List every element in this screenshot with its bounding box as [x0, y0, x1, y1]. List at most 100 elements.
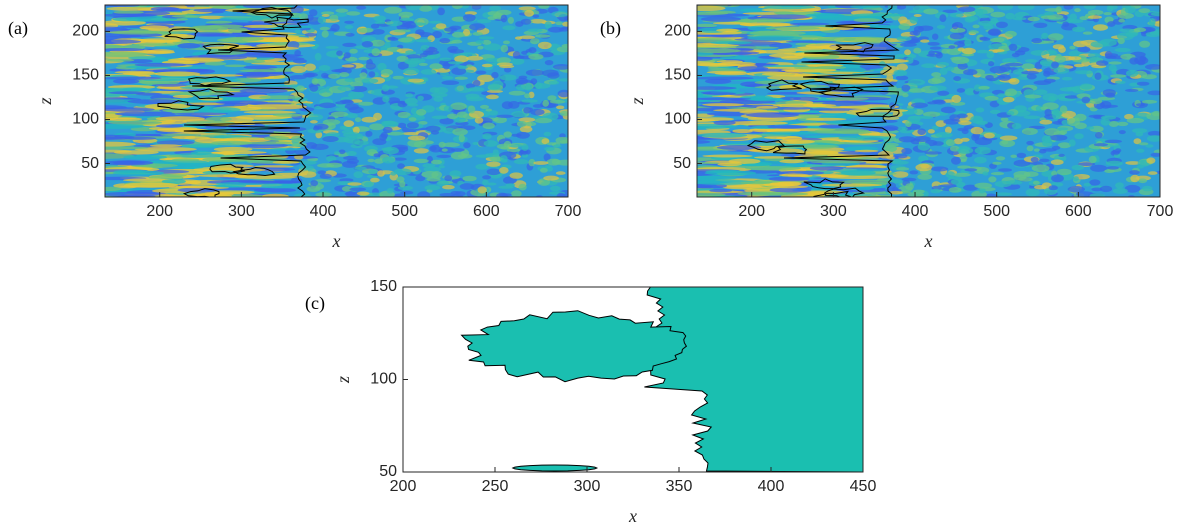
field-blob	[896, 5, 907, 10]
field-blob	[442, 142, 460, 147]
y-tick-label: 100	[664, 111, 691, 128]
field-blob	[988, 176, 997, 183]
y-tick-label: 200	[72, 23, 99, 40]
field-blob	[997, 5, 1014, 11]
field-blob	[1133, 138, 1142, 145]
field-blob	[745, 192, 809, 196]
field-blob	[469, 23, 486, 31]
field-blob	[386, 20, 403, 27]
field-blob	[322, 136, 339, 142]
field-blob	[1089, 179, 1101, 186]
field-blob	[1052, 111, 1061, 120]
field-blob	[917, 142, 931, 151]
field-blob	[901, 148, 913, 155]
field-blob	[105, 117, 143, 121]
field-blob	[839, 67, 866, 73]
field-blob	[1010, 154, 1017, 158]
field-blob	[481, 39, 492, 45]
field-blob	[508, 90, 526, 96]
field-blob	[760, 14, 811, 20]
field-blob	[435, 23, 447, 29]
field-blob	[838, 179, 892, 184]
field-blob	[147, 49, 175, 54]
field-blob	[1002, 58, 1018, 64]
field-blob	[926, 53, 940, 58]
field-blob	[293, 58, 307, 64]
field-blob	[939, 184, 957, 188]
field-blob	[402, 67, 420, 75]
x-tick-label: 200	[390, 478, 417, 495]
field-blob	[397, 122, 407, 129]
field-blob	[889, 102, 896, 109]
field-blob	[528, 158, 536, 167]
field-blob	[937, 90, 950, 96]
field-blob	[1093, 115, 1103, 120]
field-blob	[439, 117, 454, 125]
field-blob	[905, 183, 914, 191]
field-blob	[998, 168, 1012, 172]
field-blob	[555, 21, 564, 26]
field-blob	[951, 156, 961, 165]
contour-line	[835, 42, 874, 53]
field-blob	[697, 123, 738, 129]
field-blob	[1129, 170, 1140, 175]
field-blob	[1050, 159, 1064, 165]
field-blob	[1150, 11, 1160, 17]
field-blob	[361, 116, 378, 123]
field-blob	[697, 23, 718, 28]
field-blob	[351, 138, 360, 145]
field-blob	[322, 119, 341, 126]
field-blob	[454, 76, 468, 80]
field-blob	[1095, 132, 1103, 139]
field-blob	[716, 28, 739, 32]
field-blob	[310, 180, 319, 187]
field-blob	[558, 78, 568, 82]
field-blob	[949, 114, 961, 122]
field-blob	[697, 63, 741, 67]
field-blob	[259, 95, 300, 100]
field-blob	[382, 95, 390, 103]
field-blob	[1124, 113, 1134, 120]
field-blob	[321, 72, 329, 79]
field-blob	[438, 165, 445, 169]
field-blob	[114, 111, 177, 117]
field-blob	[1085, 126, 1095, 130]
field-blob	[491, 71, 499, 79]
field-blob	[702, 154, 753, 158]
field-blob	[1055, 54, 1062, 59]
field-blob	[392, 75, 405, 80]
field-blob	[697, 52, 714, 56]
field-blob	[773, 11, 795, 15]
field-blob	[564, 16, 568, 21]
field-blob	[901, 84, 911, 92]
field-blob	[138, 38, 183, 42]
field-blob	[908, 10, 924, 14]
field-blob	[1150, 152, 1160, 157]
field-blob	[1138, 178, 1148, 184]
field-blob	[767, 125, 808, 129]
field-blob	[892, 171, 909, 178]
field-blob	[896, 36, 912, 42]
field-blob	[350, 85, 368, 93]
field-blob	[789, 22, 830, 26]
field-blob	[344, 78, 356, 82]
field-blob	[475, 40, 485, 44]
field-blob	[1106, 5, 1114, 12]
field-blob	[958, 6, 976, 13]
panel-label: (a)	[8, 18, 28, 39]
plot-area	[403, 287, 863, 472]
field-blob	[950, 101, 966, 106]
field-blob	[415, 39, 432, 43]
y-tick-label: 200	[664, 23, 691, 40]
field-blob	[932, 33, 939, 40]
field-blob	[974, 146, 991, 155]
plot-area	[105, 5, 568, 197]
field-blob	[398, 37, 413, 43]
field-blob	[1105, 92, 1116, 98]
field-blob	[205, 116, 232, 122]
field-blob	[319, 173, 332, 179]
field-blob	[424, 184, 441, 191]
field-blob	[304, 63, 316, 71]
field-blob	[896, 167, 910, 171]
field-blob	[725, 120, 789, 126]
